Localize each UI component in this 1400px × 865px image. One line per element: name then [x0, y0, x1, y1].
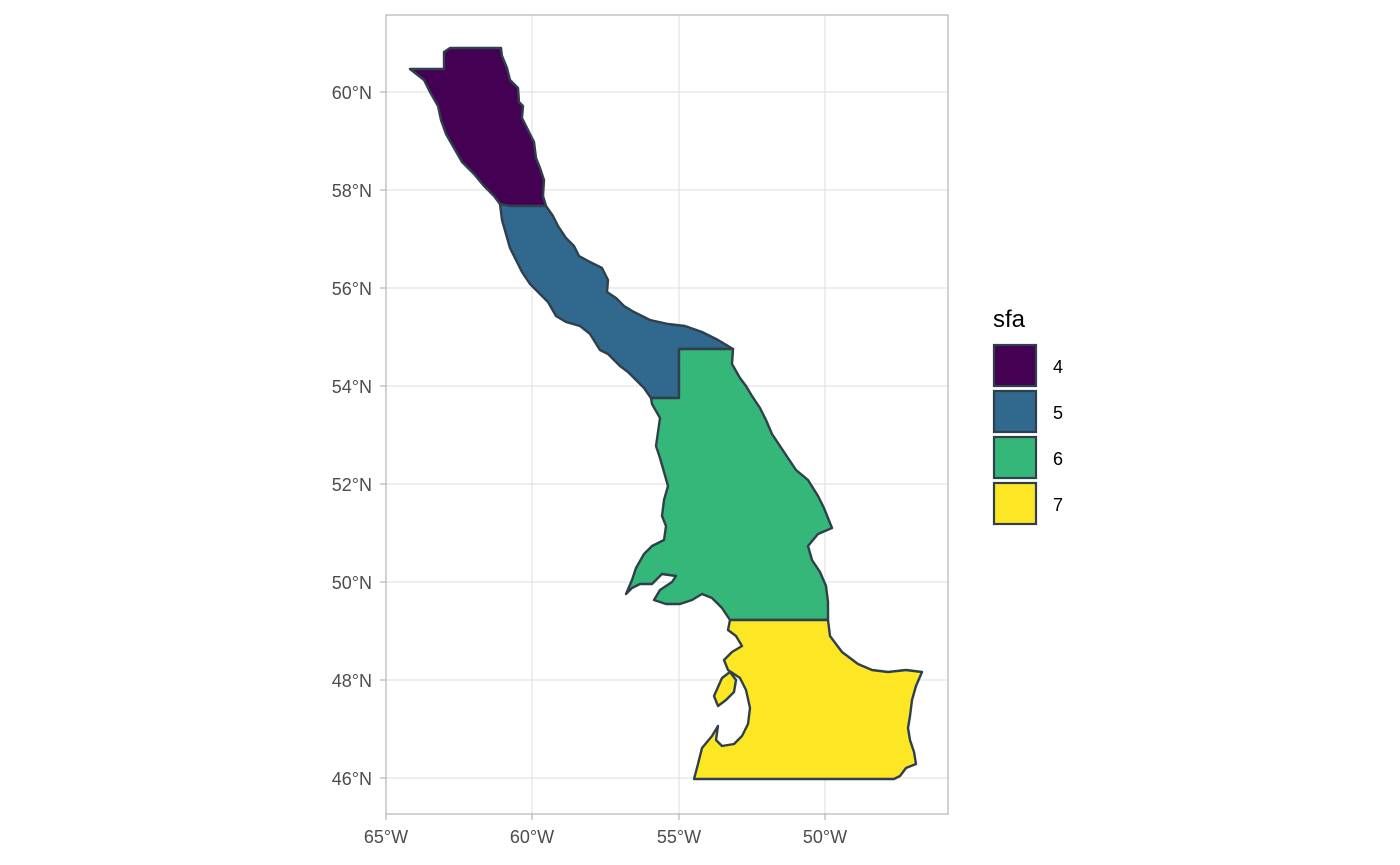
- y-tick-label: 60°N: [332, 83, 372, 103]
- legend-key-sfa-5: [992, 389, 1038, 434]
- legend-title: sfa: [993, 306, 1026, 333]
- legend-key-sfa-6: [992, 435, 1038, 480]
- region-sfa-6: [624, 347, 834, 622]
- legend-label: 6: [1053, 449, 1063, 469]
- x-axis: 65°W 60°W 55°W 50°W: [364, 814, 847, 847]
- region-sfa-7: [692, 618, 924, 781]
- x-tick-label: 55°W: [657, 827, 701, 847]
- regions: [408, 46, 924, 781]
- panel-border: [385, 14, 949, 815]
- legend-label: 5: [1053, 403, 1063, 423]
- legend-label: 7: [1053, 495, 1063, 515]
- legend-key-sfa-4: [992, 343, 1038, 388]
- region-sfa-4: [408, 46, 548, 208]
- x-tick-label: 65°W: [364, 827, 408, 847]
- legend-label: 4: [1053, 357, 1063, 377]
- legend-key-sfa-7: [992, 481, 1038, 526]
- y-axis: 60°N 58°N 56°N 54°N 52°N 50°N 48°N 46°N: [332, 83, 386, 789]
- y-tick-label: 48°N: [332, 671, 372, 691]
- y-tick-label: 58°N: [332, 181, 372, 201]
- y-tick-label: 54°N: [332, 377, 372, 397]
- y-tick-label: 52°N: [332, 475, 372, 495]
- x-tick-label: 60°W: [510, 827, 554, 847]
- y-tick-label: 56°N: [332, 279, 372, 299]
- legend: sfa 4 5 6 7: [992, 306, 1063, 526]
- y-tick-label: 46°N: [332, 769, 372, 789]
- y-tick-label: 50°N: [332, 573, 372, 593]
- x-tick-label: 50°W: [803, 827, 847, 847]
